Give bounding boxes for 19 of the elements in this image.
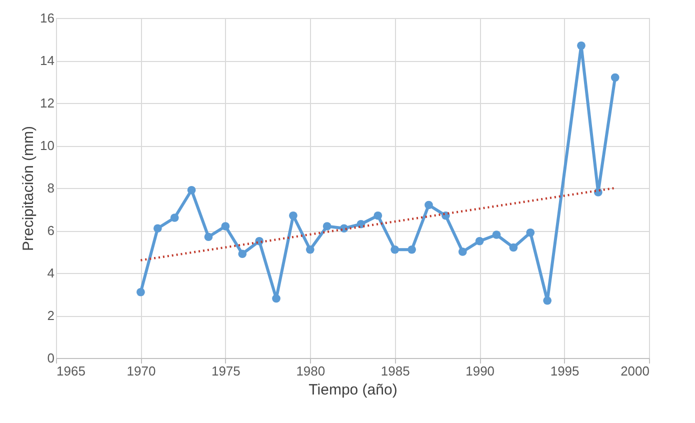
x-tick-label: 1980: [296, 364, 326, 378]
x-tick-label: 1975: [211, 364, 240, 378]
y-axis-title: Precipitación (mm): [20, 126, 38, 252]
x-tick-label: 2000: [620, 364, 650, 378]
y-tick-label: 6: [47, 223, 54, 238]
y-tick-label: 14: [40, 53, 54, 68]
x-tick-label: 1970: [126, 364, 156, 378]
y-tick-label: 2: [47, 308, 54, 323]
y-tick-label: 10: [40, 138, 54, 153]
y-tick-label: 12: [40, 96, 54, 110]
y-tick-label: 0: [47, 350, 54, 366]
y-tick-label: 4: [47, 266, 54, 280]
x-axis-title: Tiempo (año): [308, 382, 398, 398]
y-tick-label: 16: [40, 10, 54, 26]
x-tick-label: 1985: [380, 364, 410, 378]
x-tick-label: 1965: [56, 364, 86, 378]
x-tick-label: 1990: [466, 364, 495, 378]
x-tick-label: 1995: [550, 364, 580, 378]
y-tick-label: 8: [47, 180, 54, 196]
